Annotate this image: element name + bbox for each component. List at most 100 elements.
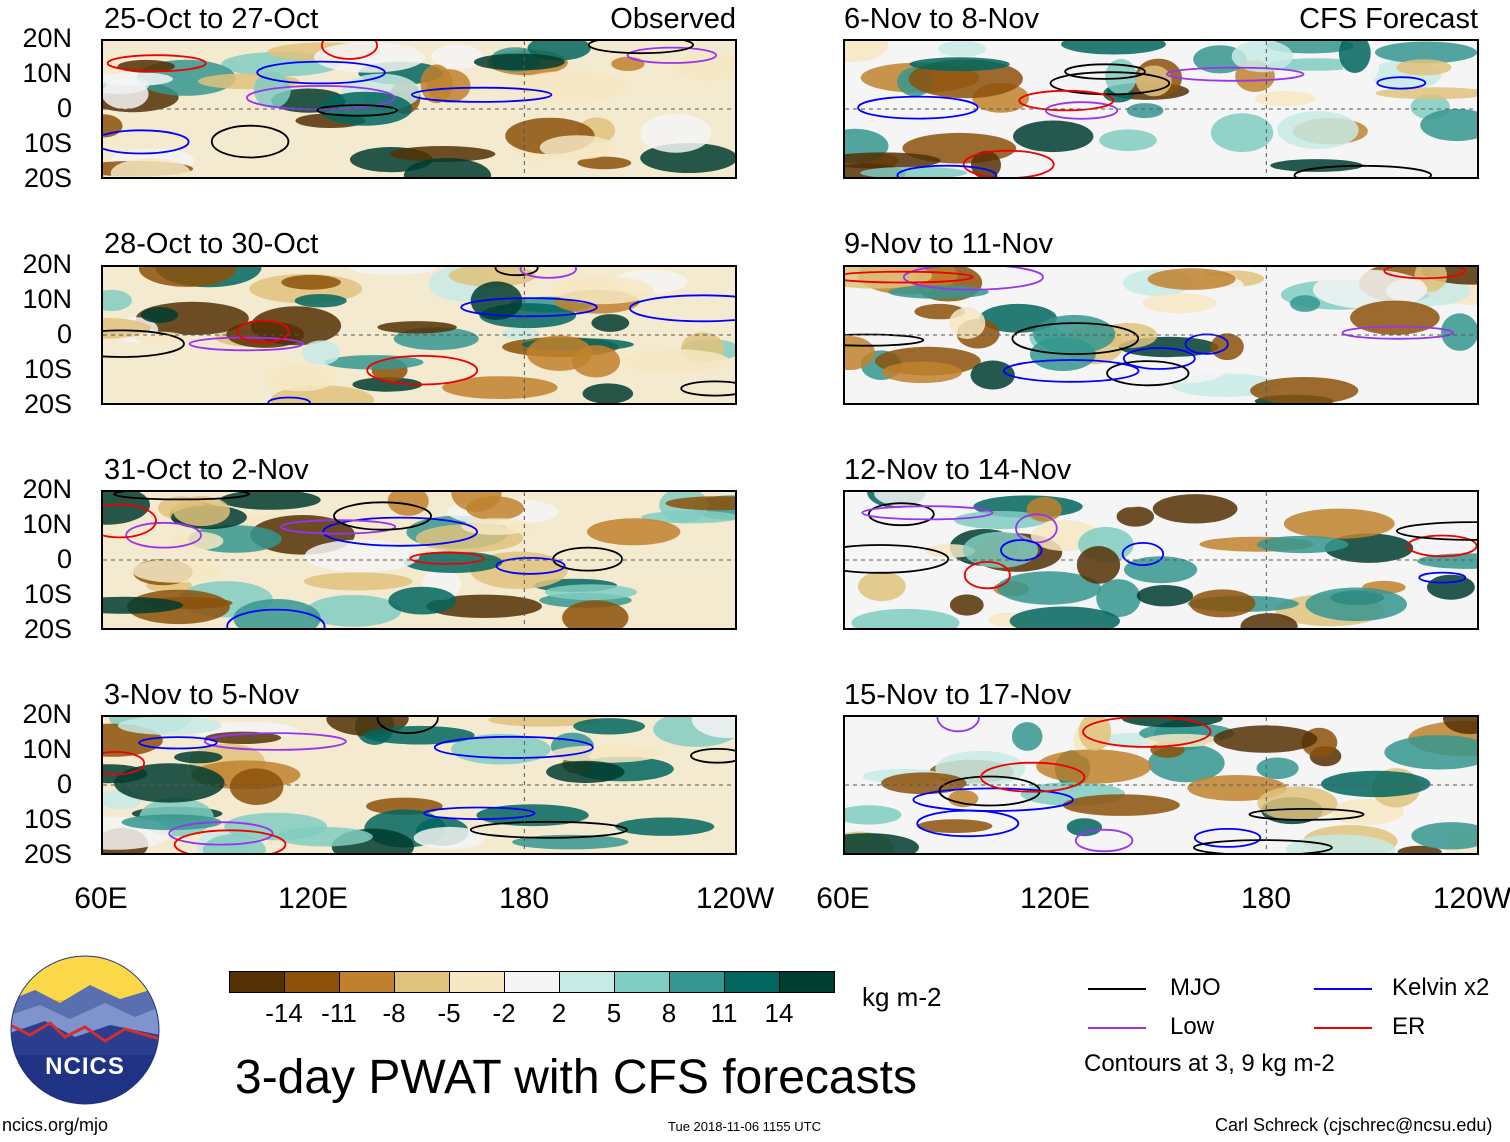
contour-line xyxy=(916,809,1020,838)
anomaly-blob xyxy=(1375,87,1477,100)
contour-line xyxy=(1418,571,1467,584)
anomaly-blob xyxy=(174,751,223,764)
cfs-forecast-label: CFS Forecast xyxy=(1299,3,1478,35)
anomaly-blob xyxy=(488,717,598,727)
contour-line xyxy=(423,806,536,821)
y-tick-row4-3: 10S xyxy=(23,804,72,834)
contour-line xyxy=(106,54,207,73)
x-tick-left-120W: 120W xyxy=(695,882,775,915)
colorbar-tick-label: 8 xyxy=(661,998,677,1028)
contour-line xyxy=(519,267,577,279)
anomaly-blob xyxy=(306,595,402,627)
anomaly-blob xyxy=(1250,377,1359,403)
y-tick-row1-1: 10N xyxy=(22,58,72,88)
anomaly-blob xyxy=(140,307,179,323)
x-tick-left-120E: 120E xyxy=(277,882,349,915)
panel-title-right-4: 15-Nov to 17-Nov xyxy=(844,679,1072,711)
anomaly-blob xyxy=(229,768,284,805)
contour-line xyxy=(113,492,250,501)
anomaly-blob xyxy=(1421,502,1477,524)
anomaly-blob xyxy=(352,377,423,392)
anomaly-blob xyxy=(1417,553,1477,569)
anomaly-blob xyxy=(857,571,906,602)
anomaly-blob xyxy=(1147,268,1236,290)
contour-line xyxy=(1121,542,1165,567)
colorbar-tick-label: -11 xyxy=(321,998,357,1028)
anomaly-blob xyxy=(1348,362,1383,383)
anomaly-blob xyxy=(851,608,960,628)
contour-line xyxy=(1074,828,1134,853)
contour-line xyxy=(980,761,1086,793)
y-tick-row1-0: 20N xyxy=(22,23,72,53)
legend-line-low xyxy=(1088,1027,1146,1029)
anomaly-blob xyxy=(1420,108,1477,142)
contour-line xyxy=(1184,333,1229,355)
anomaly-blob xyxy=(1324,533,1414,563)
legend-label-er: ER xyxy=(1392,1013,1426,1040)
contour-line xyxy=(1002,359,1140,383)
footer-credit: Carl Schreck (cjschrec@ncsu.edu) xyxy=(1215,1115,1493,1135)
observed-label: Observed xyxy=(610,3,736,35)
anomaly-blob xyxy=(103,78,149,110)
panel-title-left-2: 28-Oct to 30-Oct xyxy=(104,228,319,260)
y-tick-row3-3: 10S xyxy=(23,579,72,609)
anomaly-blob xyxy=(304,539,420,573)
anomaly-blob xyxy=(1254,91,1316,107)
anomaly-blob xyxy=(1061,41,1166,55)
anomaly-blob xyxy=(539,135,615,160)
colorbar-tick-label: -8 xyxy=(382,998,406,1028)
anomaly-blob xyxy=(925,544,975,558)
anomaly-blob xyxy=(319,91,413,126)
anomaly-blob xyxy=(1026,497,1062,522)
anomaly-blob xyxy=(451,492,502,512)
panel-title-left-4: 3-Nov to 5-Nov xyxy=(104,679,300,711)
anomaly-blob xyxy=(281,274,341,290)
anomaly-blob xyxy=(1256,757,1299,780)
contour-line xyxy=(409,551,485,565)
anomaly-blob xyxy=(1036,749,1152,784)
anomaly-blob xyxy=(691,717,735,739)
colorbar-tick-label: -5 xyxy=(437,998,461,1028)
y-tick-row3-0: 20N xyxy=(22,474,72,504)
contour-line xyxy=(857,95,979,120)
anomaly-blob xyxy=(134,331,186,344)
footer-url[interactable]: ncics.org/mjo xyxy=(2,1115,109,1135)
anomaly-blob xyxy=(615,817,715,836)
contour-line xyxy=(460,297,598,318)
y-tick-row4-0: 20N xyxy=(22,699,72,729)
colorbar-tick-label: 11 xyxy=(710,998,738,1028)
anomaly-blob xyxy=(442,376,558,399)
anomaly-blob xyxy=(1231,41,1293,73)
panel-right-1 xyxy=(843,39,1479,179)
contour-line xyxy=(1011,322,1140,355)
anomaly-blob xyxy=(1375,41,1477,64)
anomaly-blob xyxy=(573,718,645,735)
anomaly-blob xyxy=(1443,717,1477,735)
anomaly-blob xyxy=(389,146,496,162)
contour-line xyxy=(902,267,1044,291)
contour-line xyxy=(845,544,950,574)
panel-left-2 xyxy=(101,265,737,405)
anomaly-blob xyxy=(673,53,735,81)
anomaly-blob xyxy=(403,158,492,177)
anomaly-blob xyxy=(1257,786,1338,821)
anomaly-blob xyxy=(881,772,967,795)
y-tick-row4-4: 20S xyxy=(23,839,72,869)
anomaly-blob xyxy=(938,41,987,57)
anomaly-blob xyxy=(997,571,1101,605)
contour-line xyxy=(1248,808,1365,821)
anomaly-blob xyxy=(413,826,486,850)
contour-line xyxy=(1193,828,1262,848)
anomaly-blob xyxy=(917,819,993,833)
colorbar-tick-label: -2 xyxy=(492,998,516,1028)
anomaly-blob xyxy=(1397,845,1442,853)
anomaly-blob xyxy=(388,586,457,615)
anomaly-blob xyxy=(909,57,1010,72)
legend-label-kelvin: Kelvin x2 xyxy=(1392,974,1490,1001)
contour-line xyxy=(321,41,378,60)
contour-line xyxy=(333,501,432,531)
anomaly-blob xyxy=(448,267,536,287)
anomaly-blob xyxy=(1013,120,1094,153)
anomaly-blob xyxy=(845,805,902,825)
anomaly-blob xyxy=(1099,129,1157,151)
